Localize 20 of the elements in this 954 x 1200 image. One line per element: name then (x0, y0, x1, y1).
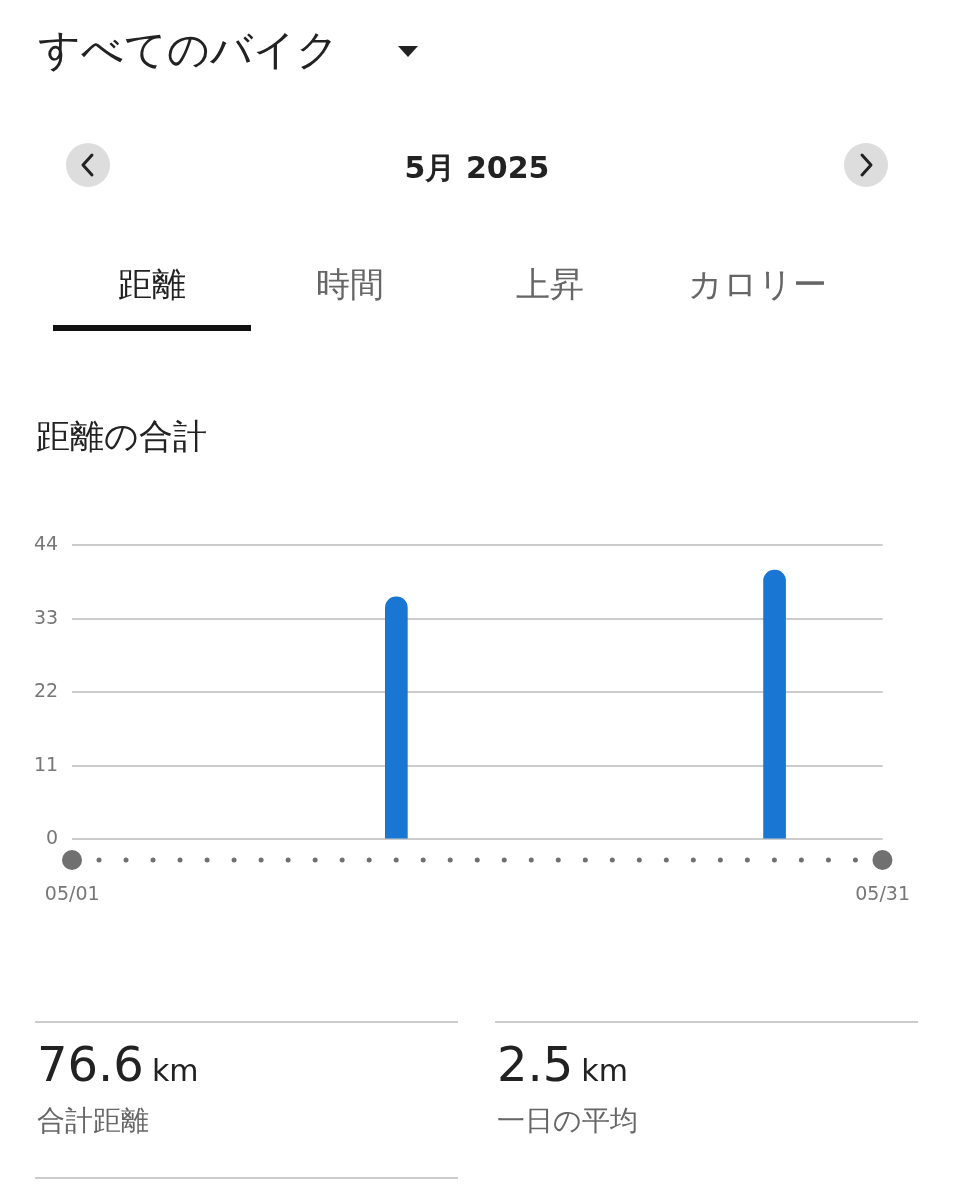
chart-title: すべてのバイク (38, 24, 339, 76)
y-tick-label: 44 (33, 532, 59, 555)
text: 76.6 (37, 1036, 144, 1092)
text: 距離 (118, 263, 186, 306)
y-tick-label: 22 (33, 679, 59, 702)
text: 一日の平均 (497, 1103, 638, 1139)
x-tick-label: 05/01 (44, 881, 100, 904)
x-tick-label: 05/31 (855, 881, 911, 904)
chart-subtitle: 5月 2025 (403, 149, 551, 187)
y-tick-label: 33 (33, 605, 59, 628)
text: 上昇 (516, 263, 584, 306)
text: 距離の合計 (36, 415, 207, 458)
text: 2.5 (497, 1036, 574, 1092)
y-tick-label: 11 (33, 752, 59, 775)
text: km (151, 1053, 199, 1088)
y-tick-label: 0 (46, 826, 59, 849)
text: 合計距離 (37, 1103, 149, 1139)
text: カロリー (687, 263, 827, 306)
text: km (581, 1053, 628, 1088)
text: 時間 (316, 263, 384, 306)
